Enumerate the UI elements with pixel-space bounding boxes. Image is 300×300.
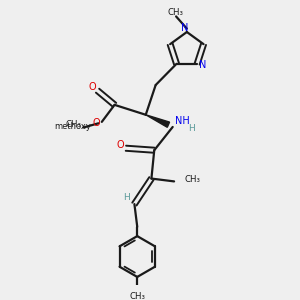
Text: CH₃: CH₃ [66, 120, 82, 129]
Text: H: H [123, 193, 130, 202]
Text: O: O [93, 118, 100, 128]
Text: O: O [117, 140, 124, 150]
Text: N: N [199, 60, 206, 70]
Text: NH: NH [175, 116, 189, 126]
Text: H: H [188, 124, 195, 133]
Text: O: O [88, 82, 96, 92]
Polygon shape [146, 115, 169, 127]
Text: CH₃: CH₃ [185, 176, 201, 184]
Text: CH₃: CH₃ [167, 8, 184, 17]
Text: methoxy: methoxy [54, 122, 91, 130]
Text: CH₃: CH₃ [129, 292, 145, 300]
Text: N: N [181, 23, 189, 33]
